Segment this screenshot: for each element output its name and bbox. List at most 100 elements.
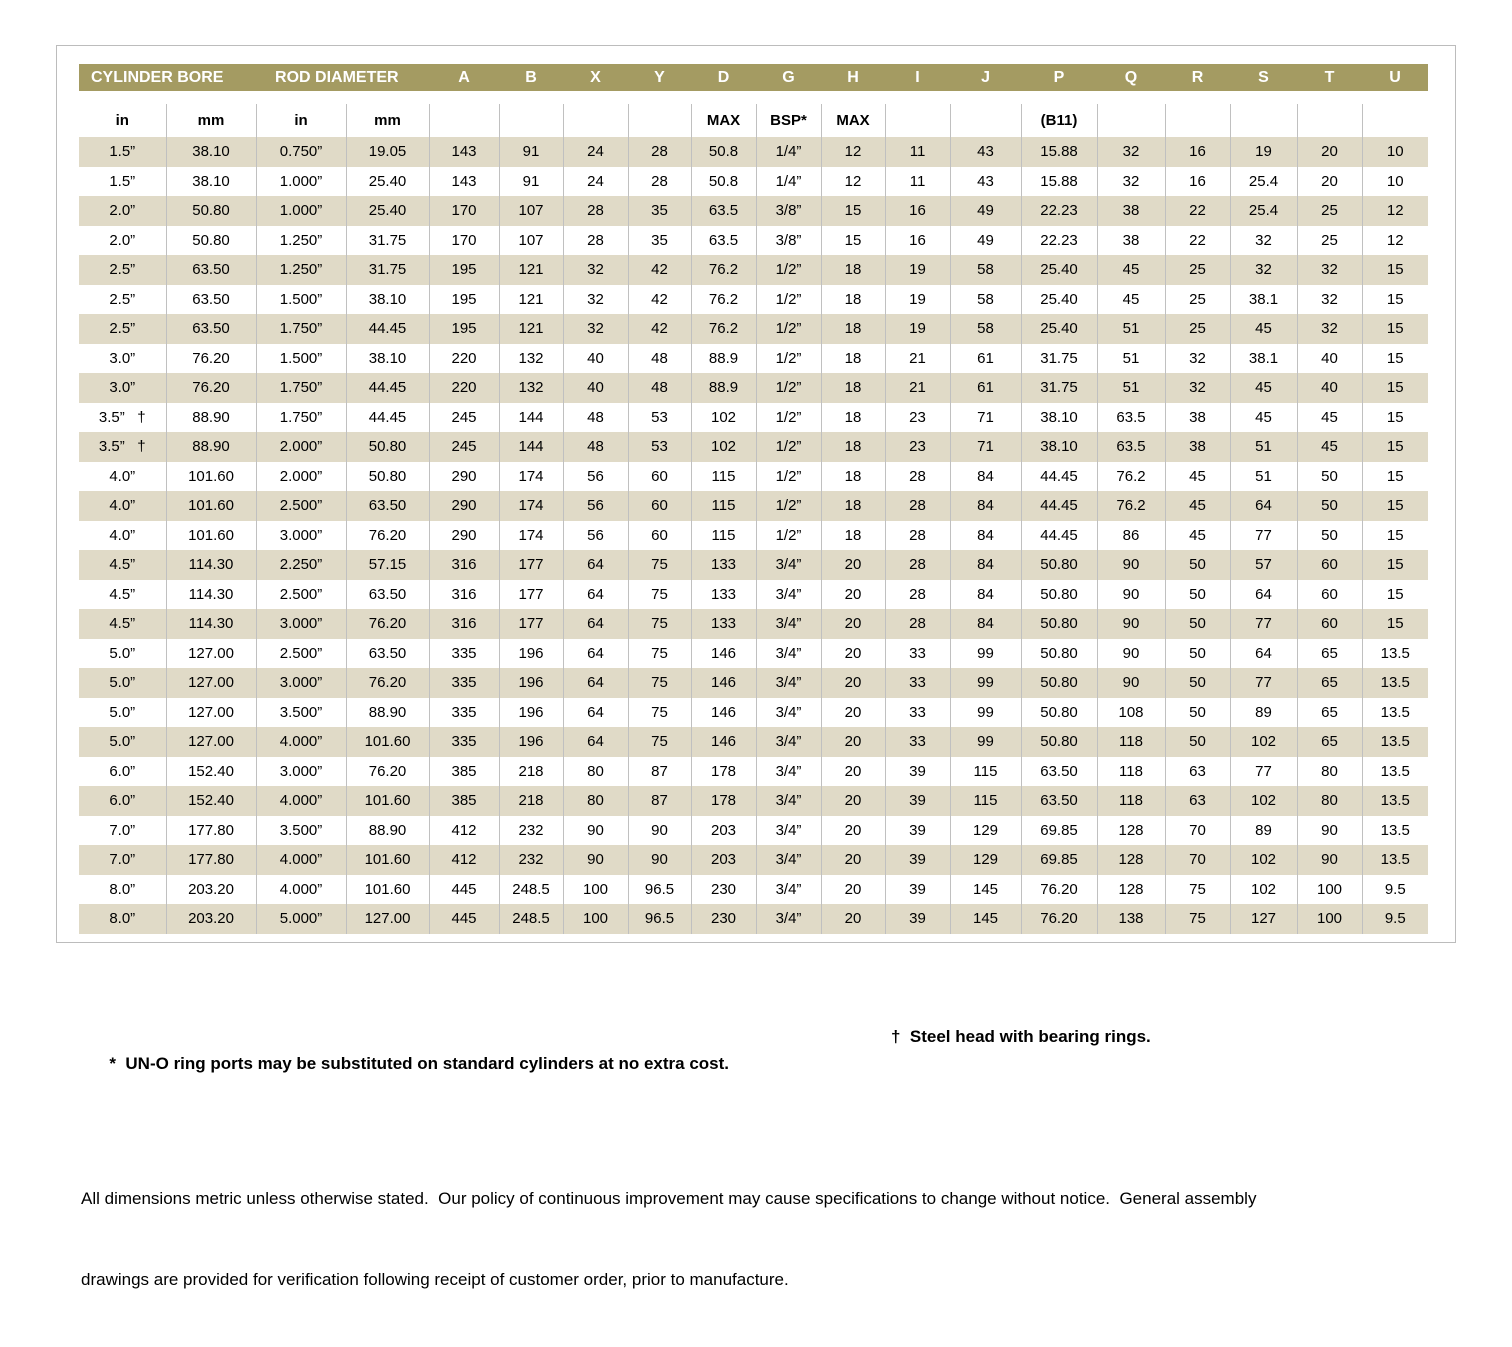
cell: 128	[1097, 874, 1166, 904]
cell: 3/4”	[756, 756, 822, 786]
table-row: 3.0” 76.20 1.500” 38.10 220 132 40 48 88.9 1/2” 18…	[79, 343, 1428, 373]
footnote-star: * UN-O ring ports may be substituted on …	[109, 1054, 730, 1073]
cell: 99	[950, 697, 1022, 727]
cell: 75	[628, 638, 692, 668]
column-header-cylinder-bore: CYLINDER BORE	[79, 64, 257, 91]
cell: 84	[950, 491, 1022, 521]
cell: 1/2”	[756, 432, 822, 462]
cell: 28	[628, 166, 692, 196]
cell: 170	[429, 225, 500, 255]
cell: 1.5”	[79, 137, 167, 167]
cell: 33	[885, 668, 951, 698]
cell: 50	[1165, 638, 1231, 668]
subheader-bsp: BSP*	[756, 104, 822, 137]
cell: 64	[1230, 491, 1298, 521]
column-header-b: B	[499, 64, 564, 91]
cell: 245	[429, 432, 500, 462]
cell: 3/8”	[756, 196, 822, 226]
cell: 128	[1097, 815, 1166, 845]
cell: 127.00	[166, 727, 257, 757]
cell: 64	[563, 727, 629, 757]
cell: 18	[821, 432, 886, 462]
table-row: 2.0” 50.80 1.250” 31.75 170 107 28 35 63.5 3/8” 15…	[79, 225, 1428, 255]
cell: 335	[429, 668, 500, 698]
cell: 45	[1230, 402, 1298, 432]
cell: 13.5	[1362, 845, 1429, 875]
cell: 385	[429, 786, 500, 816]
cell: 170	[429, 196, 500, 226]
cell: 3.0”	[79, 343, 167, 373]
cell: 1/2”	[756, 461, 822, 491]
cell: 48	[628, 373, 692, 403]
cell: 50.80	[1021, 550, 1098, 580]
cell: 38.10	[166, 137, 257, 167]
cell: 96.5	[628, 874, 692, 904]
cell: 121	[499, 314, 564, 344]
cell: 64	[1230, 579, 1298, 609]
table-row: 6.0” 152.40 3.000” 76.20 385 218 80 87 178 3/4” 20…	[79, 756, 1428, 786]
cell: 177.80	[166, 845, 257, 875]
table-row: 5.0” 127.00 4.000” 101.60 335 196 64 75 146 3/4” 2…	[79, 727, 1429, 757]
cell: 195	[429, 314, 500, 344]
cell: 53	[628, 432, 692, 462]
cell: 69.85	[1021, 815, 1098, 845]
cell: 127.00	[166, 697, 257, 727]
cell: 32	[563, 284, 629, 314]
table-row: 5.0” 127.00 3.500” 88.90 335 196 64 75 146 3/4” 20…	[79, 697, 1428, 727]
footnote-dagger: † Steel head with bearing rings.	[891, 1027, 1151, 1046]
cell: 5.0”	[79, 727, 167, 757]
cell: 1/2”	[756, 520, 822, 550]
cell: 42	[628, 284, 692, 314]
cell: 3.500”	[256, 697, 347, 727]
cell: 5.000”	[256, 904, 347, 934]
cell: 32	[1097, 166, 1166, 196]
cell: 45	[1230, 314, 1298, 344]
cell: 25	[1165, 314, 1231, 344]
cell: 146	[691, 638, 757, 668]
cell: 58	[950, 255, 1022, 285]
cell: 63.50	[166, 284, 257, 314]
cell: 87	[628, 786, 692, 816]
cell: 3/4”	[756, 727, 822, 757]
cell: 174	[499, 491, 564, 521]
cell: 412	[429, 815, 500, 845]
cell: 45	[1297, 432, 1363, 462]
cell: 53	[628, 402, 692, 432]
table-row: 6.0” 152.40 4.000” 101.60 385 218 80 87 178 3/4” 2…	[79, 786, 1429, 816]
cell: 50.80	[1021, 697, 1098, 727]
cell: 16	[1165, 166, 1231, 196]
cell: 177.80	[166, 815, 257, 845]
subheader-max: MAX	[691, 104, 757, 137]
cell: 51	[1230, 461, 1298, 491]
cell: 1/4”	[756, 137, 822, 167]
cell: 114.30	[166, 550, 257, 580]
cell: 146	[691, 668, 757, 698]
cell: 45	[1297, 402, 1363, 432]
cell: 11	[885, 166, 951, 196]
cell: 196	[499, 697, 564, 727]
cell: 3/4”	[756, 815, 822, 845]
cell: 75	[628, 668, 692, 698]
cell: 2.5”	[79, 255, 167, 285]
cell: 35	[628, 225, 692, 255]
cell: 28	[885, 491, 951, 521]
cell: 50	[1165, 697, 1231, 727]
table-row: 2.5” 63.50 1.750” 44.45 195 121 32 42 76.2 1/2” 18…	[79, 314, 1429, 344]
cell: 100	[563, 874, 629, 904]
table-row: 1.5” 38.10 0.750” 19.05 143 91 24 28 50.8 1/4” 12 1…	[79, 137, 1429, 167]
cell: 24	[563, 137, 629, 167]
cell: 100	[1297, 904, 1363, 934]
cell: 91	[499, 137, 564, 167]
cell: 218	[499, 756, 564, 786]
table-row: 3.5” † 88.90 2.000” 50.80 245 144 48 53 102 1/2” 1…	[79, 432, 1429, 462]
cell: 25.4	[1230, 196, 1298, 226]
subheader-empty	[1230, 104, 1298, 137]
cell: 91	[499, 166, 564, 196]
cell: 44.45	[346, 402, 430, 432]
cell: 1.750”	[256, 314, 347, 344]
cell: 32	[1165, 373, 1231, 403]
cell: 28	[885, 579, 951, 609]
cell: 65	[1297, 668, 1363, 698]
cell: 38.10	[166, 166, 257, 196]
cell: 35	[628, 196, 692, 226]
